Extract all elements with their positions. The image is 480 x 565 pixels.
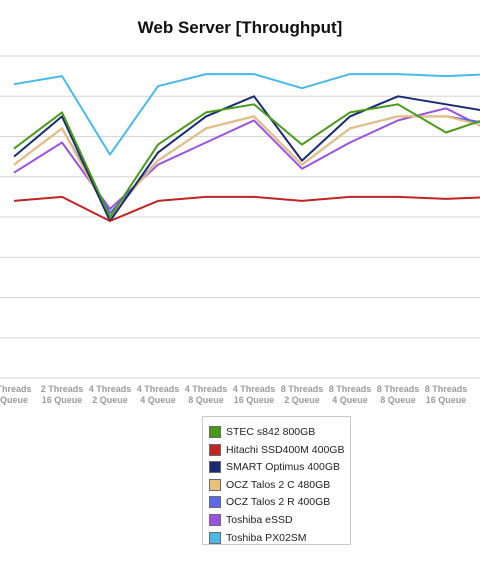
legend-label: Toshiba PX02SM	[226, 531, 307, 544]
legend-swatch	[209, 443, 221, 456]
series-line-hitachi-ssd400m-400gb	[13, 195, 480, 222]
legend-swatch	[209, 478, 221, 491]
x-tick-label: 8 Threads	[329, 384, 372, 394]
legend-swatch	[209, 514, 221, 526]
x-tick-label: 8 Queue	[188, 395, 224, 405]
series-line-smart-optimus-400gb	[13, 95, 480, 222]
x-tick-label: 16 Queue	[42, 395, 83, 405]
series-line-stec-s842-800gb	[13, 103, 480, 218]
x-tick-label: 16 Queue	[426, 395, 467, 405]
legend-label: SMART Optimus 400GB	[226, 461, 340, 474]
legend-item: Toshiba PX02SM	[209, 531, 307, 545]
legend-label: OCZ Talos 2 C 480GB	[226, 478, 331, 491]
series-line-toshiba-px02sm	[13, 73, 480, 156]
x-tick-label: 2 Queue	[92, 395, 128, 405]
x-tick-label: Queue	[0, 395, 28, 405]
x-tick-label: 4 Threads	[137, 384, 180, 394]
x-tick-label: 4 Threads	[185, 384, 228, 394]
legend-swatch	[209, 496, 221, 509]
legend-item: Hitachi SSD400M 400GB	[209, 443, 344, 457]
x-tick-label: 2 Threads	[41, 384, 84, 394]
x-tick-label: 8 Queue	[380, 395, 416, 405]
x-tick-label: 8 Threads	[281, 384, 324, 394]
x-tick-label: 4 Queue	[332, 395, 368, 405]
legend-item: SMART Optimus 400GB	[209, 460, 340, 474]
legend-item: Toshiba eSSD	[209, 513, 293, 527]
x-tick-label: 4 Threads	[233, 384, 276, 394]
x-tick-label: Threads	[0, 384, 32, 394]
legend-label: OCZ Talos 2 R 400GB	[226, 496, 331, 509]
chart-title: Web Server [Throughput]	[137, 18, 343, 37]
gridlines	[0, 55, 480, 379]
legend: STEC s842 800GB Hitachi SSD400M 400GB SMAR…	[202, 416, 351, 545]
legend-item: OCZ Talos 2 R 400GB	[209, 495, 330, 509]
legend-item: STEC s842 800GB	[209, 425, 315, 439]
x-tick-label: 2 Queue	[284, 395, 320, 405]
legend-label: Toshiba eSSD	[226, 514, 293, 526]
legend-label: Hitachi SSD400M 400GB	[226, 443, 345, 456]
x-tick-label: 8 Threads	[425, 384, 468, 394]
legend-item: OCZ Talos 2 C 480GB	[209, 478, 330, 492]
x-tick-label: 8 Threads	[377, 384, 420, 394]
legend-swatch	[209, 426, 221, 438]
series-lines	[13, 73, 480, 222]
legend-swatch	[209, 531, 221, 544]
legend-swatch	[209, 461, 221, 474]
legend-label: STEC s842 800GB	[226, 426, 316, 438]
x-tick-label: 4 Queue	[140, 395, 176, 405]
x-tick-label: 4 Threads	[89, 384, 132, 394]
x-tick-label: 16 Queue	[234, 395, 275, 405]
